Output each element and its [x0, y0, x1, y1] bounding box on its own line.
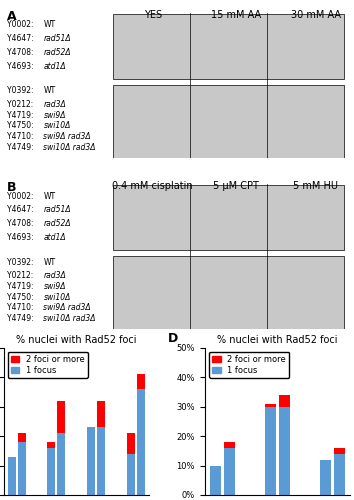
Text: swi9Δ: swi9Δ	[44, 110, 66, 120]
Text: swi10Δ rad3Δ: swi10Δ rad3Δ	[44, 143, 96, 152]
Text: Y4708:: Y4708:	[7, 219, 36, 228]
Text: WT: WT	[44, 192, 56, 200]
Bar	[113, 84, 344, 158]
Bar	[279, 394, 290, 406]
Bar	[57, 400, 65, 433]
Text: rad52Δ: rad52Δ	[44, 48, 71, 57]
Text: 15 mM AA: 15 mM AA	[211, 10, 261, 20]
Text: Y0212:: Y0212:	[7, 272, 36, 280]
Text: Y4693:: Y4693:	[7, 62, 36, 70]
Legend: 2 foci or more, 1 focus: 2 foci or more, 1 focus	[209, 352, 289, 378]
Text: swi9Δ rad3Δ: swi9Δ rad3Δ	[44, 132, 91, 141]
Text: swi10Δ rad3Δ: swi10Δ rad3Δ	[44, 314, 96, 323]
Bar	[334, 448, 345, 454]
Bar	[137, 374, 145, 389]
Text: Y4719:: Y4719:	[7, 110, 36, 120]
Bar	[224, 442, 235, 448]
Text: Y4647:: Y4647:	[7, 34, 36, 43]
Text: swi9Δ: swi9Δ	[44, 282, 66, 291]
Text: WT: WT	[44, 20, 56, 30]
Bar	[87, 427, 95, 495]
Text: Y0002:: Y0002:	[7, 192, 36, 200]
Text: Y4708:: Y4708:	[7, 48, 36, 57]
Title: % nuclei with Rad52 foci: % nuclei with Rad52 foci	[217, 336, 338, 345]
Text: Y4647:: Y4647:	[7, 206, 36, 214]
Text: swi10Δ: swi10Δ	[44, 292, 71, 302]
Text: D: D	[168, 332, 178, 344]
Bar	[97, 400, 105, 427]
Text: 30 mM AA: 30 mM AA	[291, 10, 341, 20]
Text: Y4750:: Y4750:	[7, 122, 36, 130]
Text: 5 μM CPT: 5 μM CPT	[213, 181, 259, 191]
Bar	[265, 406, 276, 495]
Bar	[97, 427, 105, 495]
Text: Y0002:: Y0002:	[7, 20, 36, 30]
Bar	[113, 14, 344, 78]
Bar	[47, 448, 56, 495]
Text: YES: YES	[144, 10, 162, 20]
Bar	[224, 448, 235, 495]
Bar	[137, 389, 145, 495]
Text: Y4749:: Y4749:	[7, 314, 36, 323]
Text: atd1Δ: atd1Δ	[44, 62, 66, 70]
Bar	[320, 460, 331, 495]
Text: swi9Δ rad3Δ: swi9Δ rad3Δ	[44, 304, 91, 312]
Text: WT: WT	[44, 258, 56, 266]
Text: atd1Δ: atd1Δ	[44, 233, 66, 242]
Bar	[127, 433, 135, 454]
Text: rad51Δ: rad51Δ	[44, 34, 71, 43]
Legend: 2 foci or more, 1 focus: 2 foci or more, 1 focus	[8, 352, 88, 378]
Bar	[265, 404, 276, 406]
Bar	[127, 454, 135, 495]
Text: Y4693:: Y4693:	[7, 233, 36, 242]
Text: Y0212:: Y0212:	[7, 100, 36, 109]
Bar	[57, 433, 65, 495]
Bar	[17, 433, 25, 442]
Text: Y0392:: Y0392:	[7, 86, 36, 95]
Text: B: B	[7, 181, 17, 194]
Text: rad3Δ: rad3Δ	[44, 100, 66, 109]
Text: rad51Δ: rad51Δ	[44, 206, 71, 214]
Bar	[113, 256, 344, 330]
Text: 0.4 mM cisplatin: 0.4 mM cisplatin	[113, 181, 193, 191]
Text: rad52Δ: rad52Δ	[44, 219, 71, 228]
Text: 5 mM HU: 5 mM HU	[293, 181, 338, 191]
Title: % nuclei with Rad52 foci: % nuclei with Rad52 foci	[16, 336, 137, 345]
Bar	[334, 454, 345, 495]
Bar	[279, 406, 290, 495]
Text: rad3Δ: rad3Δ	[44, 272, 66, 280]
Bar	[210, 466, 221, 495]
Text: Y4719:: Y4719:	[7, 282, 36, 291]
Bar	[17, 442, 25, 495]
Text: Y4749:: Y4749:	[7, 143, 36, 152]
Text: Y0392:: Y0392:	[7, 258, 36, 266]
Text: A: A	[7, 10, 17, 22]
Bar	[7, 456, 16, 495]
Text: Y4750:: Y4750:	[7, 292, 36, 302]
Text: Y4710:: Y4710:	[7, 304, 36, 312]
Text: WT: WT	[44, 86, 56, 95]
Bar	[113, 186, 344, 250]
Text: swi10Δ: swi10Δ	[44, 122, 71, 130]
Bar	[47, 442, 56, 448]
Text: Y4710:: Y4710:	[7, 132, 36, 141]
